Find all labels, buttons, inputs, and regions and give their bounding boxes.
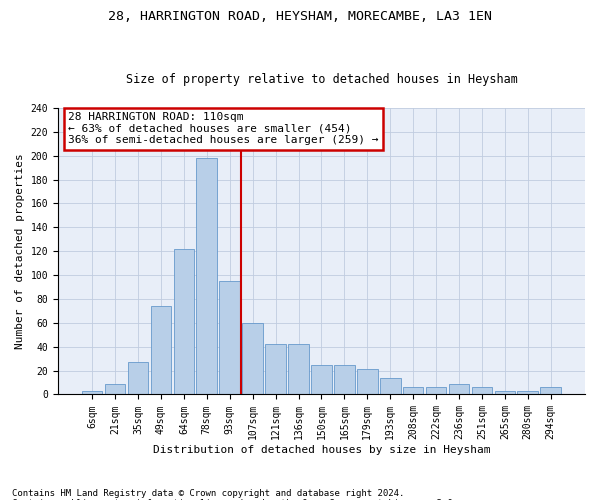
Bar: [494, 391, 515, 394]
Bar: [265, 344, 286, 395]
Bar: [105, 384, 125, 394]
Bar: [82, 391, 103, 394]
Title: Size of property relative to detached houses in Heysham: Size of property relative to detached ho…: [125, 73, 517, 86]
Bar: [357, 370, 377, 394]
Bar: [334, 364, 355, 394]
Bar: [403, 388, 424, 394]
Bar: [541, 388, 561, 394]
Bar: [288, 344, 309, 395]
Bar: [220, 281, 240, 394]
Bar: [380, 378, 401, 394]
X-axis label: Distribution of detached houses by size in Heysham: Distribution of detached houses by size …: [153, 445, 490, 455]
Bar: [426, 388, 446, 394]
Bar: [242, 323, 263, 394]
Bar: [151, 306, 171, 394]
Bar: [449, 384, 469, 394]
Bar: [517, 391, 538, 394]
Bar: [311, 364, 332, 394]
Bar: [472, 388, 492, 394]
Bar: [173, 249, 194, 394]
Text: Contains HM Land Registry data © Crown copyright and database right 2024.: Contains HM Land Registry data © Crown c…: [12, 488, 404, 498]
Y-axis label: Number of detached properties: Number of detached properties: [15, 154, 25, 349]
Bar: [196, 158, 217, 394]
Text: 28 HARRINGTON ROAD: 110sqm
← 63% of detached houses are smaller (454)
36% of sem: 28 HARRINGTON ROAD: 110sqm ← 63% of deta…: [68, 112, 379, 146]
Bar: [128, 362, 148, 394]
Text: Contains public sector information licensed under the Open Government Licence v3: Contains public sector information licen…: [12, 498, 458, 500]
Text: 28, HARRINGTON ROAD, HEYSHAM, MORECAMBE, LA3 1EN: 28, HARRINGTON ROAD, HEYSHAM, MORECAMBE,…: [108, 10, 492, 23]
